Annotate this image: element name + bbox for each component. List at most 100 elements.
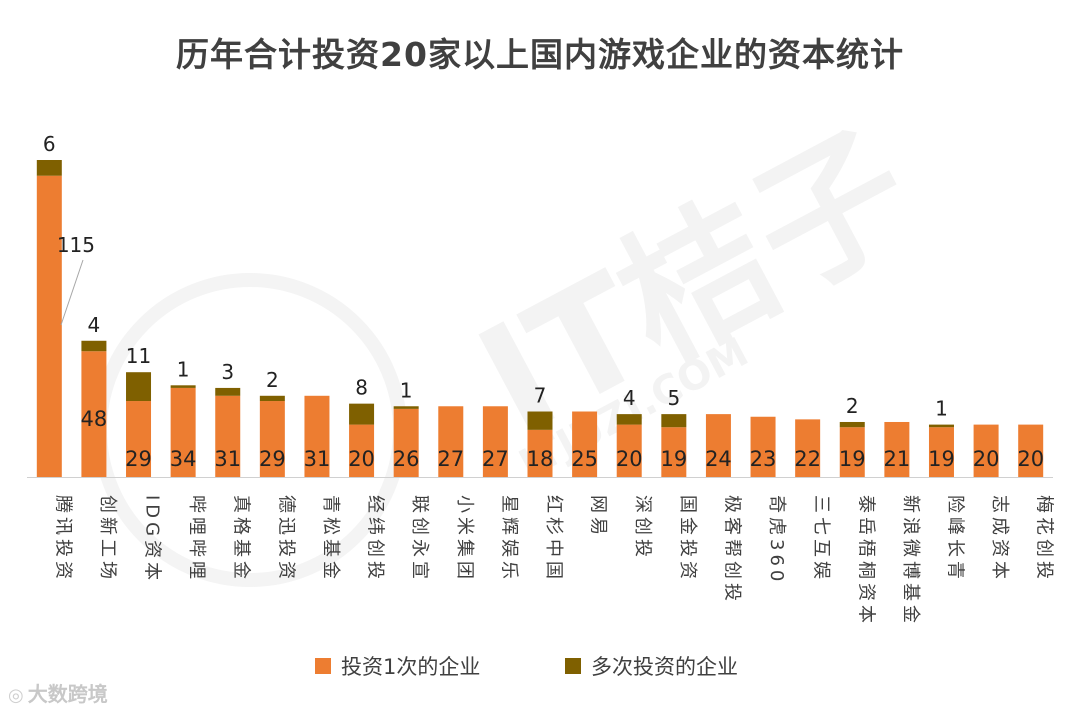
- bar-single-invest-22: [1018, 424, 1044, 477]
- x-tick-label-21: 志成资本: [989, 495, 1010, 583]
- x-tick-label-6: 青松基金: [320, 495, 341, 583]
- data-label-single-7: 20: [348, 447, 375, 471]
- x-tick-label-10: 星辉娱乐: [498, 495, 519, 583]
- legend-label-1: 多次投资的企业: [591, 655, 738, 679]
- data-label-multi-4: 3: [221, 360, 234, 384]
- bar-single-invest-9: [438, 406, 464, 477]
- bar-multi-invest-3: [170, 385, 196, 388]
- bar-single-invest-21: [973, 424, 999, 477]
- bar-single-invest-15: [705, 414, 731, 477]
- bar-single-invest-0: [36, 175, 62, 478]
- data-label-leader-line: [60, 259, 84, 326]
- data-label-multi-5: 2: [266, 368, 279, 392]
- data-label-single-18: 19: [839, 447, 866, 471]
- bar-multi-invest-1: [81, 340, 107, 352]
- corner-watermark: ◎ 大数跨境: [8, 678, 108, 707]
- data-label-multi-14: 5: [667, 386, 680, 410]
- x-tick-label-22: 梅花创投: [1034, 495, 1055, 583]
- bar-multi-invest-18: [839, 421, 865, 428]
- data-label-multi-7: 8: [355, 376, 368, 400]
- bar-single-invest-18: [839, 427, 865, 477]
- bar-single-invest-8: [393, 408, 419, 477]
- bar-single-invest-5: [259, 401, 285, 477]
- legend-swatch-0: [315, 658, 331, 674]
- corner-watermark-text: 大数跨境: [27, 682, 108, 706]
- data-label-multi-18: 2: [846, 394, 859, 418]
- data-label-multi-3: 1: [177, 357, 190, 381]
- bar-single-invest-19: [884, 421, 910, 477]
- bar-single-invest-13: [616, 424, 642, 477]
- data-label-single-0: 115: [57, 233, 95, 257]
- x-tick-label-0: 腾讯投资: [52, 495, 73, 583]
- bar-single-invest-16: [750, 416, 776, 477]
- bar-multi-invest-20: [928, 424, 954, 428]
- x-tick-label-9: 小米集团: [454, 495, 475, 583]
- data-label-multi-8: 1: [400, 378, 413, 402]
- bar-multi-invest-8: [393, 406, 419, 409]
- data-label-single-15: 24: [705, 447, 732, 471]
- data-label-single-14: 19: [660, 447, 687, 471]
- data-label-single-5: 29: [259, 447, 286, 471]
- x-tick-label-11: 红杉中国: [543, 495, 564, 583]
- bar-multi-invest-2: [126, 372, 152, 402]
- bar-multi-invest-7: [349, 403, 375, 425]
- bar-single-invest-1: [81, 351, 107, 477]
- x-tick-label-12: 网易: [588, 495, 609, 539]
- x-tick-label-2: IDG资本: [142, 495, 163, 584]
- data-label-multi-0: 6: [43, 132, 56, 156]
- bar-multi-invest-13: [616, 414, 642, 425]
- bar-multi-invest-5: [259, 395, 285, 402]
- data-label-single-10: 27: [482, 447, 509, 471]
- watermark-logo-icon: ◎: [8, 685, 24, 706]
- data-label-single-6: 31: [304, 447, 331, 471]
- data-label-single-4: 31: [214, 447, 241, 471]
- x-tick-label-15: 极客帮创投: [721, 495, 742, 605]
- bar-single-invest-6: [304, 395, 330, 477]
- data-label-single-3: 34: [170, 447, 197, 471]
- data-label-single-1: 48: [81, 407, 108, 431]
- bar-single-invest-7: [349, 424, 375, 477]
- x-tick-label-3: 哔哩哔哩: [186, 495, 207, 583]
- x-tick-label-18: 泰岳梧桐资本: [855, 495, 876, 627]
- bar-single-invest-4: [215, 395, 241, 477]
- data-label-multi-2: 11: [126, 344, 151, 368]
- bar-single-invest-2: [126, 401, 152, 477]
- x-tick-label-4: 真格基金: [231, 495, 252, 583]
- x-tick-label-17: 三七互娱: [811, 495, 832, 583]
- data-label-single-2: 29: [125, 447, 152, 471]
- x-tick-label-19: 新浪微博基金: [900, 495, 921, 627]
- x-tick-label-20: 险峰长青: [944, 495, 965, 583]
- data-label-single-11: 18: [527, 447, 554, 471]
- chart-title: 历年合计投资20家以上国内游戏企业的资本统计: [176, 35, 904, 74]
- data-label-single-17: 22: [794, 447, 821, 471]
- x-tick-label-7: 经纬创投: [365, 495, 386, 583]
- x-tick-label-13: 深创投: [632, 495, 653, 561]
- data-label-multi-11: 7: [534, 384, 547, 408]
- bar-single-invest-17: [795, 419, 821, 477]
- x-tick-label-5: 德迅投资: [275, 495, 296, 583]
- x-tick-label-16: 奇虎360: [766, 495, 787, 585]
- bar-single-invest-14: [661, 427, 687, 477]
- bar-multi-invest-14: [661, 414, 687, 428]
- data-label-single-21: 20: [973, 447, 1000, 471]
- bar-multi-invest-11: [527, 411, 553, 430]
- data-label-single-12: 25: [571, 447, 598, 471]
- x-tick-label-8: 联创永宣: [409, 495, 430, 583]
- bar-single-invest-3: [170, 387, 196, 477]
- data-label-single-13: 20: [616, 447, 643, 471]
- bar-single-invest-10: [482, 406, 508, 477]
- x-tick-label-14: 国金投资: [677, 495, 698, 583]
- data-label-single-16: 23: [750, 447, 777, 471]
- bar-single-invest-20: [928, 427, 954, 477]
- legend-swatch-1: [565, 658, 581, 674]
- data-label-multi-1: 4: [88, 313, 101, 337]
- center-watermark-text: IT桔子: [453, 101, 939, 470]
- data-label-multi-13: 4: [623, 386, 636, 410]
- bar-multi-invest-0: [36, 160, 62, 176]
- data-label-single-9: 27: [437, 447, 464, 471]
- data-label-single-20: 19: [928, 447, 955, 471]
- data-label-single-8: 26: [393, 447, 420, 471]
- x-tick-label-1: 创新工场: [97, 495, 118, 583]
